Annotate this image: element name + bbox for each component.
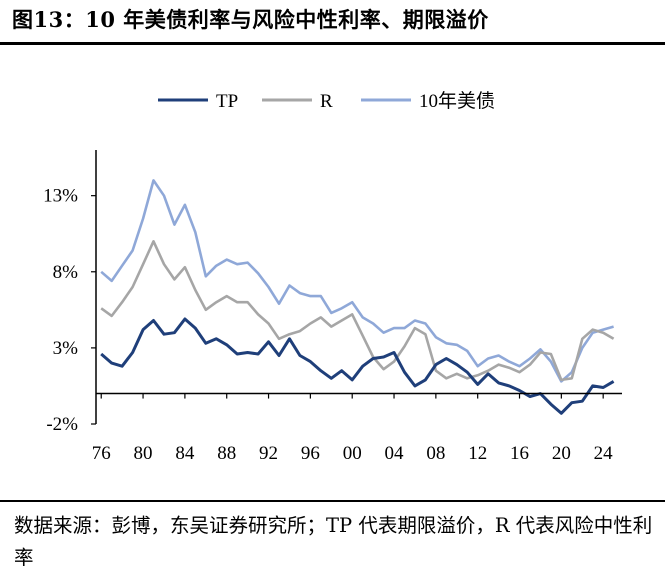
y-tick-label: -2% bbox=[46, 414, 78, 435]
y-tick-label: 8% bbox=[53, 262, 79, 283]
legend: TP R 10年美债 bbox=[158, 90, 495, 112]
series-layer bbox=[100, 179, 615, 415]
x-tick-label: 92 bbox=[259, 443, 278, 464]
axes: -2% 3% 8% 13% 76 80 84 88 92 96 00 04 08 12 16 20 24 bbox=[43, 150, 622, 464]
x-tick-label: 08 bbox=[426, 443, 445, 464]
bottom-rule bbox=[0, 500, 665, 502]
x-tick-label: 80 bbox=[134, 443, 153, 464]
x-tick-label: 20 bbox=[552, 443, 571, 464]
legend-label-ust10: 10年美债 bbox=[419, 90, 495, 112]
chart-title: 图13：10 年美债利率与风险中性利率、期限溢价 bbox=[12, 7, 489, 32]
x-tick-label: 96 bbox=[301, 443, 320, 464]
line-chart: TP R 10年美债 -2% 3% 8% 13% 76 80 84 88 92 96 00 04 08 12 1… bbox=[43, 90, 622, 464]
series-line-tp bbox=[100, 317, 615, 415]
legend-label-tp: TP bbox=[216, 91, 238, 112]
y-tick-label: 13% bbox=[43, 186, 78, 207]
x-tick-label: 04 bbox=[385, 443, 405, 464]
x-tick-label: 00 bbox=[343, 443, 362, 464]
x-tick-label: 76 bbox=[92, 443, 111, 464]
x-tick-label: 24 bbox=[594, 443, 614, 464]
series-line-r bbox=[100, 240, 615, 382]
series-line-ust10 bbox=[100, 179, 614, 383]
top-rule bbox=[0, 42, 665, 45]
x-tick-label: 88 bbox=[217, 443, 236, 464]
x-tick-label: 84 bbox=[175, 443, 195, 464]
y-tick-label: 3% bbox=[53, 338, 79, 359]
x-tick-label: 16 bbox=[510, 443, 529, 464]
x-tick-label: 12 bbox=[468, 443, 487, 464]
legend-label-r: R bbox=[320, 91, 333, 112]
source-note: 数据来源：彭博，东吴证券研究所；TP 代表期限溢价，R 代表风险中性利率 bbox=[14, 514, 653, 569]
